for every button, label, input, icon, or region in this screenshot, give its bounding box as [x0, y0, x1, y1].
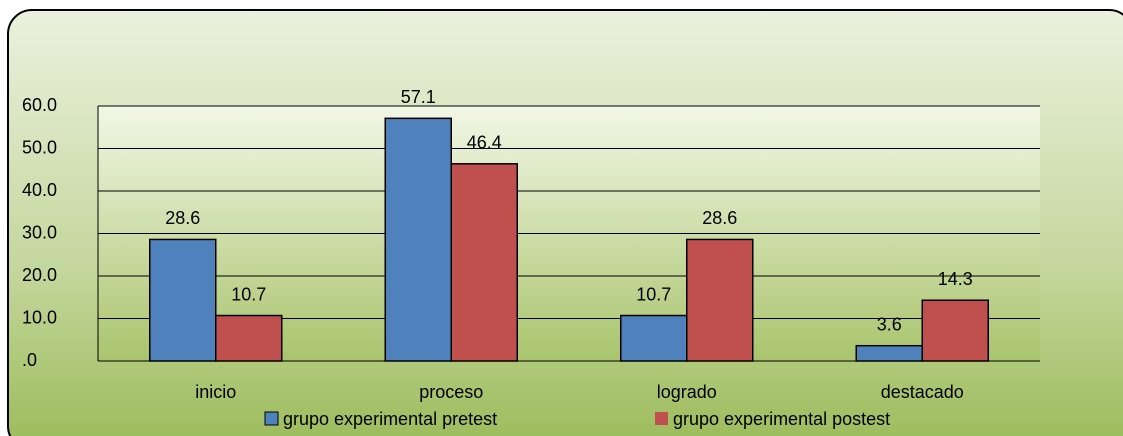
bar [149, 238, 217, 362]
bar [384, 117, 452, 362]
y-tick-label: 30.0 [22, 222, 57, 242]
x-tick-label: destacado [881, 382, 964, 402]
data-label: 10.7 [636, 284, 671, 304]
legend-label: grupo experimental postest [673, 409, 890, 429]
bar [215, 314, 283, 362]
y-tick-label: 60.0 [22, 95, 57, 115]
bar [686, 238, 754, 362]
bar [921, 299, 989, 362]
y-tick-label: 40.0 [22, 180, 57, 200]
y-tick-label: 50.0 [22, 137, 57, 157]
data-label: 28.6 [165, 208, 200, 228]
bar [620, 314, 688, 362]
x-tick-label: proceso [419, 382, 483, 402]
data-label: 28.6 [702, 208, 737, 228]
data-label: 3.6 [877, 314, 902, 334]
y-tick-label: 10.0 [22, 307, 57, 327]
bar [450, 163, 518, 362]
legend-swatch [264, 411, 279, 426]
bar [855, 344, 923, 362]
y-tick-label: 20.0 [22, 265, 57, 285]
y-tick-label: .0 [22, 350, 37, 370]
x-tick-label: logrado [657, 382, 717, 402]
data-label: 10.7 [231, 284, 266, 304]
data-label: 14.3 [938, 269, 973, 289]
data-label: 46.4 [467, 133, 502, 153]
legend-label: grupo experimental pretest [283, 409, 497, 429]
data-label: 57.1 [401, 87, 436, 107]
x-tick-label: inicio [195, 382, 236, 402]
legend-swatch [655, 412, 668, 425]
